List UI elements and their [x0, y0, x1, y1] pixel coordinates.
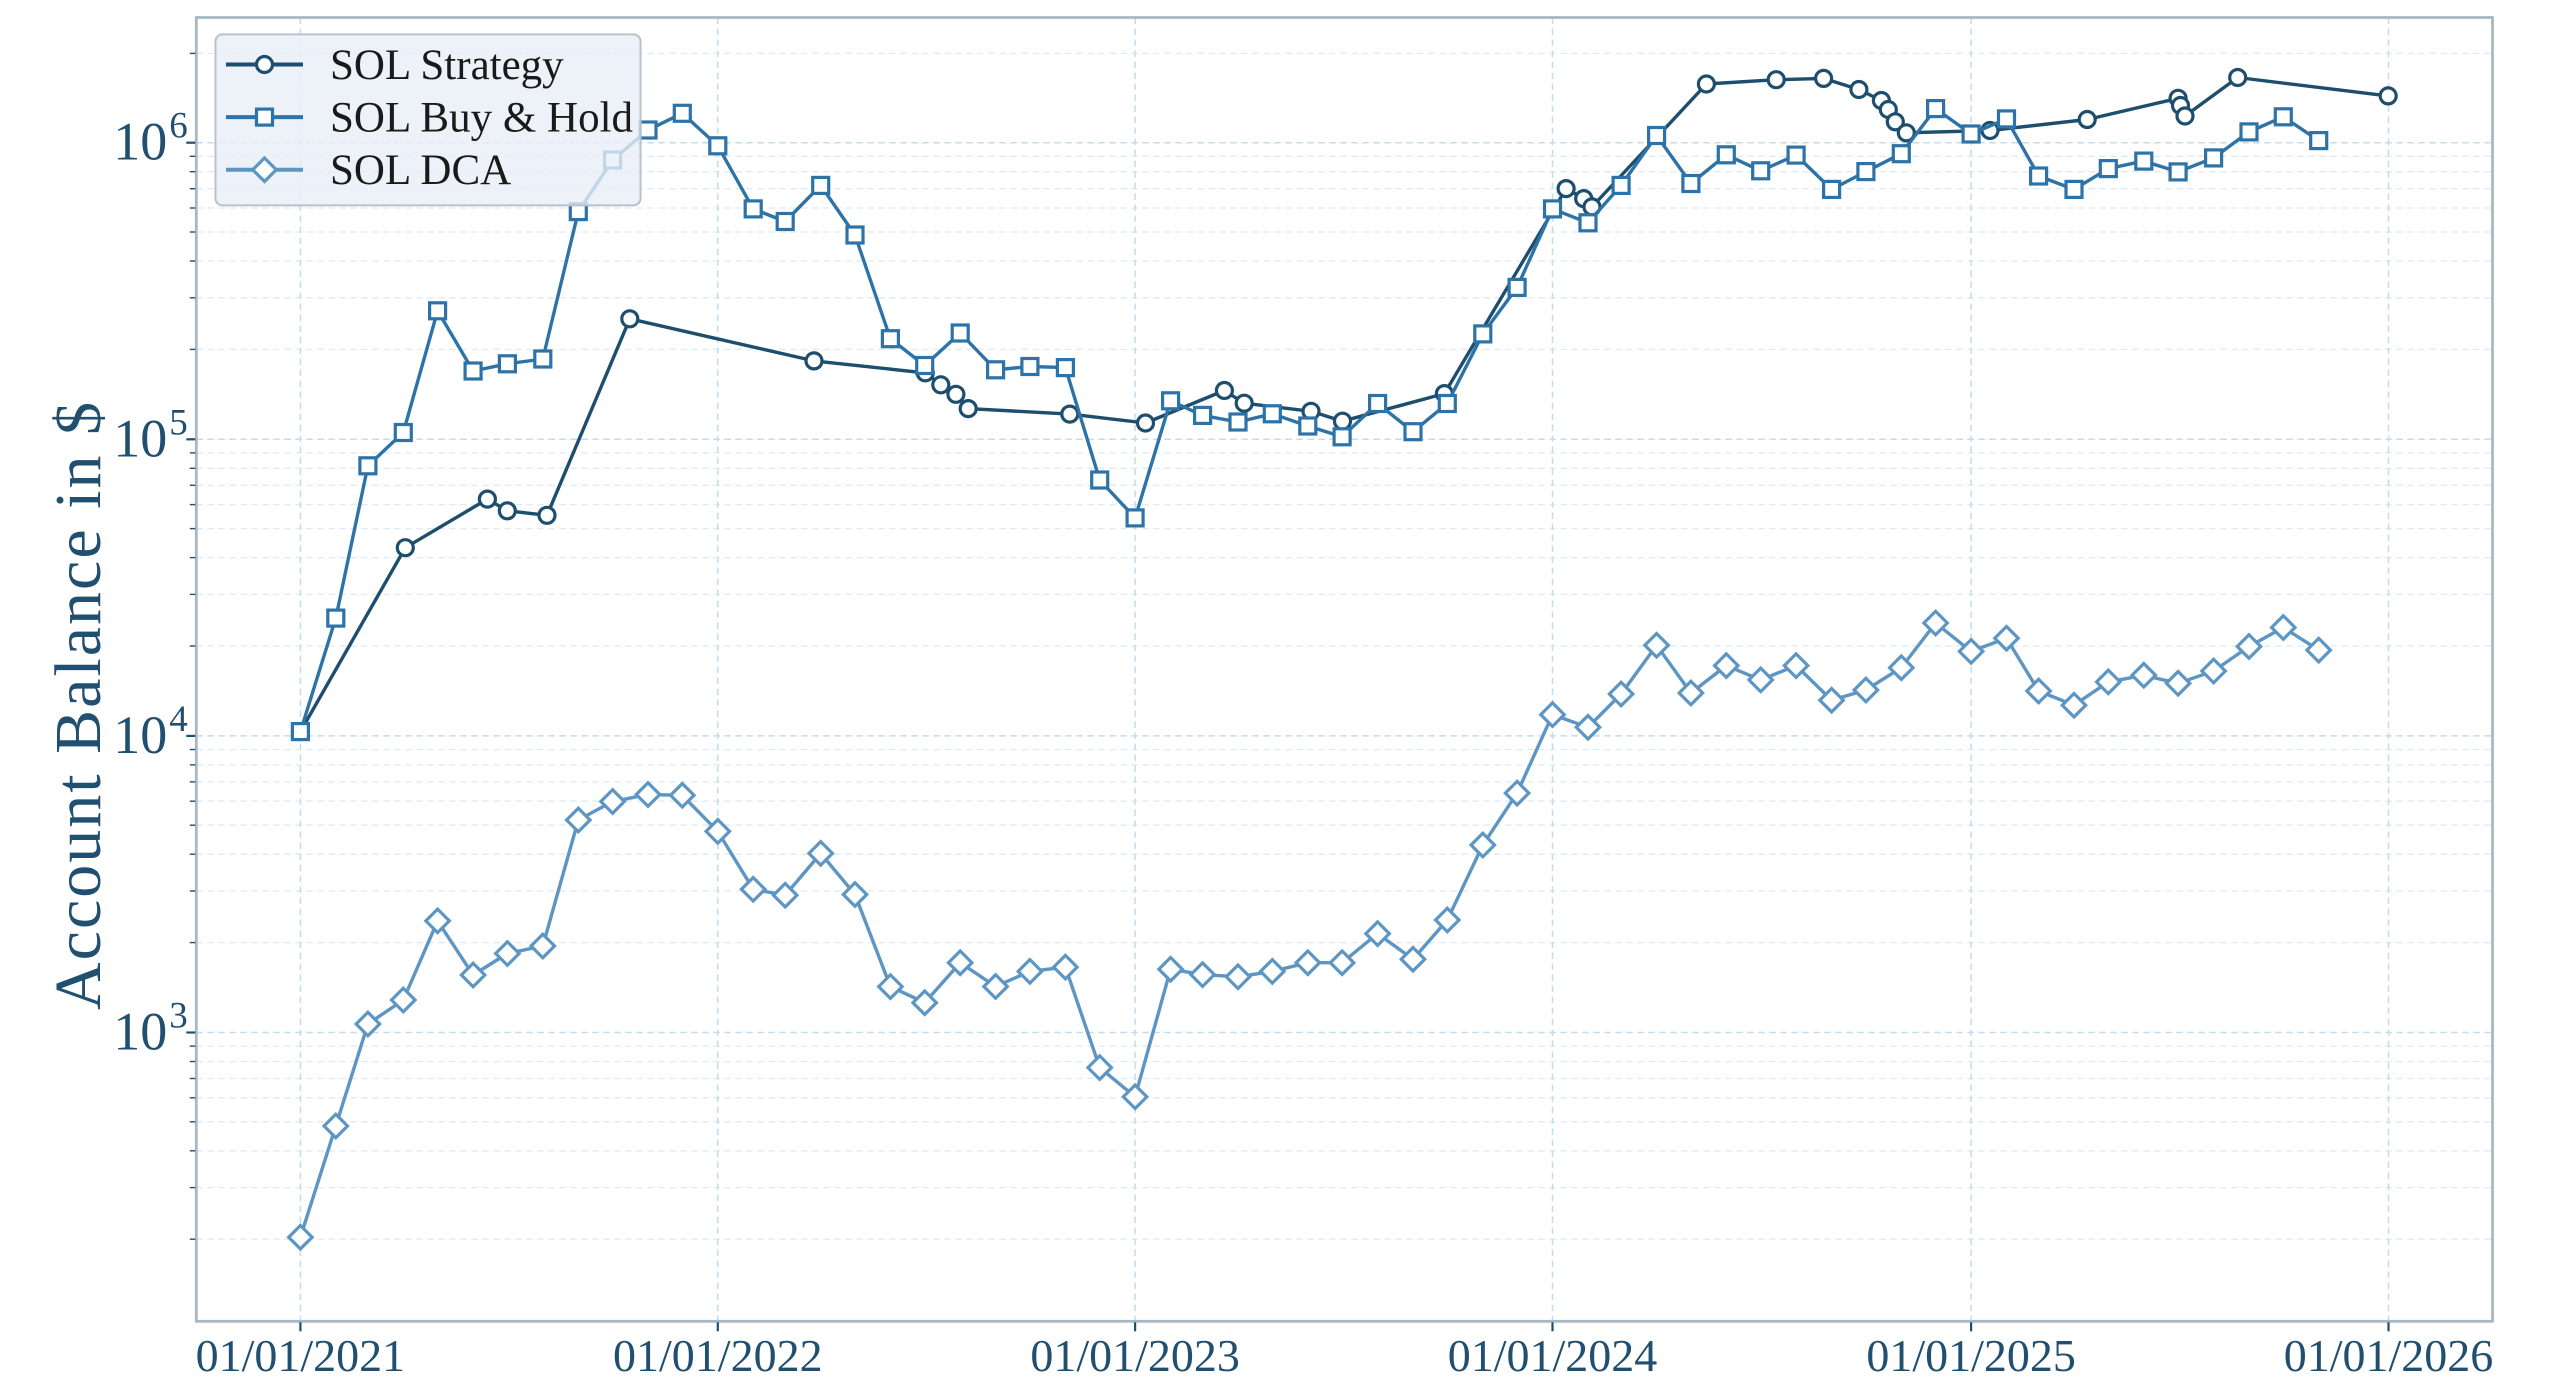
- svg-text:01/01/2025: 01/01/2025: [1866, 1330, 2076, 1381]
- svg-text:10: 10: [113, 112, 167, 172]
- svg-text:01/01/2023: 01/01/2023: [1030, 1330, 1240, 1381]
- svg-text:01/01/2021: 01/01/2021: [196, 1330, 406, 1381]
- svg-text:10: 10: [113, 705, 167, 765]
- svg-text:3: 3: [169, 996, 188, 1037]
- svg-text:01/01/2026: 01/01/2026: [2284, 1330, 2494, 1381]
- svg-text:10: 10: [113, 1002, 167, 1062]
- svg-text:01/01/2022: 01/01/2022: [613, 1330, 823, 1381]
- svg-text:01/01/2024: 01/01/2024: [1448, 1330, 1658, 1381]
- svg-text:6: 6: [169, 106, 188, 147]
- svg-text:10: 10: [113, 408, 167, 468]
- svg-text:SOL Buy & Hold: SOL Buy & Hold: [330, 95, 633, 142]
- svg-text:SOL DCA: SOL DCA: [330, 147, 511, 194]
- svg-text:Account Balance in $: Account Balance in $: [42, 400, 115, 1010]
- svg-text:SOL Strategy: SOL Strategy: [330, 42, 564, 89]
- svg-text:5: 5: [169, 402, 188, 443]
- svg-text:4: 4: [169, 699, 188, 740]
